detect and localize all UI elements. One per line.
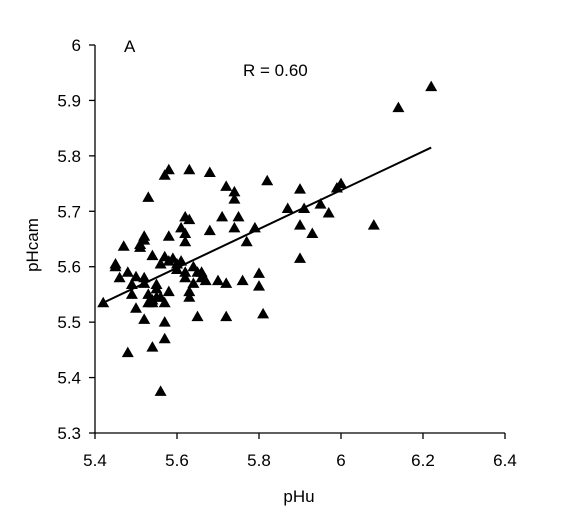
data-point <box>294 252 306 263</box>
x-tick-label: 5.8 <box>247 451 271 470</box>
data-point <box>183 213 196 225</box>
data-point <box>253 280 265 291</box>
data-point <box>392 101 405 113</box>
x-tick-label: 6 <box>336 451 345 470</box>
data-point <box>179 271 192 283</box>
x-tick-label: 6.2 <box>411 451 435 470</box>
y-tick-label: 5.5 <box>57 313 81 332</box>
y-tick-label: 6 <box>72 36 81 55</box>
data-point <box>261 174 274 186</box>
data-point <box>109 260 122 272</box>
data-point <box>158 316 171 327</box>
data-point <box>367 219 380 230</box>
data-point <box>142 191 155 202</box>
data-point <box>179 235 192 247</box>
data-point <box>228 185 241 197</box>
data-point <box>220 180 233 191</box>
data-point <box>138 313 151 324</box>
data-point <box>294 219 306 230</box>
data-point <box>335 177 347 189</box>
x-axis-title: pHu <box>283 487 314 506</box>
data-point <box>162 285 175 297</box>
data-point <box>183 163 196 175</box>
data-point <box>228 193 241 204</box>
trend-line <box>102 146 432 304</box>
data-point <box>236 274 249 286</box>
y-tick-label: 5.6 <box>57 258 81 277</box>
data-point <box>175 255 188 266</box>
data-point <box>158 332 171 344</box>
data-point <box>220 277 233 288</box>
data-point <box>121 346 134 358</box>
data-point <box>298 202 311 214</box>
x-tick-label: 6.4 <box>493 451 517 470</box>
data-point <box>146 296 159 308</box>
data-point <box>257 307 270 319</box>
data-point <box>220 310 233 322</box>
data-point <box>253 267 265 278</box>
data-point <box>138 234 151 245</box>
data-point <box>281 202 294 214</box>
data-point <box>240 235 253 247</box>
y-axis-title: pHcam <box>23 218 42 272</box>
data-point <box>138 277 151 288</box>
data-point <box>203 224 216 236</box>
panel-label: A <box>124 37 136 56</box>
data-point <box>212 274 224 286</box>
data-point <box>314 198 327 209</box>
data-points <box>97 80 438 396</box>
data-point <box>187 277 200 288</box>
data-point <box>146 249 159 261</box>
data-point <box>294 183 306 194</box>
data-point <box>183 291 196 302</box>
axes <box>94 45 505 434</box>
data-point <box>130 270 142 282</box>
data-point <box>138 271 151 283</box>
data-point <box>158 296 171 308</box>
y-tick-label: 5.8 <box>57 147 81 166</box>
data-point <box>125 288 138 299</box>
data-point <box>228 221 241 233</box>
data-point <box>150 282 163 294</box>
data-point <box>158 169 171 180</box>
y-tick-label: 5.3 <box>57 424 81 443</box>
data-point <box>121 266 134 277</box>
tick-marks <box>89 44 506 439</box>
data-point <box>179 227 192 238</box>
data-point <box>162 163 175 175</box>
data-point <box>113 271 126 283</box>
data-point <box>146 341 159 352</box>
data-point <box>179 266 192 277</box>
data-point <box>203 166 216 177</box>
y-tick-label: 5.4 <box>57 369 81 388</box>
data-point <box>195 266 208 277</box>
data-point <box>191 310 204 322</box>
data-point <box>306 227 319 238</box>
data-point <box>117 240 130 251</box>
data-point <box>125 278 138 289</box>
data-point <box>154 257 167 269</box>
x-tick-label: 5.6 <box>165 451 189 470</box>
data-point <box>97 296 110 308</box>
tick-labels: 5.4 5.6 5.8 6 6.2 6.45.35.45.55.65.75.85.96 <box>57 36 516 470</box>
data-point <box>199 274 212 286</box>
y-tick-label: 5.9 <box>57 91 81 110</box>
data-point <box>162 230 175 241</box>
data-point <box>425 80 438 92</box>
data-point <box>134 241 147 252</box>
data-point <box>322 206 335 218</box>
data-point <box>171 263 183 274</box>
data-point <box>248 221 261 233</box>
y-tick-label: 5.7 <box>57 202 81 221</box>
x-tick-label: 5.4 <box>83 451 107 470</box>
data-point <box>130 302 142 313</box>
data-point <box>232 210 245 222</box>
data-point <box>216 210 229 222</box>
data-point <box>183 285 196 297</box>
data-point <box>154 385 167 396</box>
correlation-annotation: R = 0.60 <box>243 61 308 80</box>
